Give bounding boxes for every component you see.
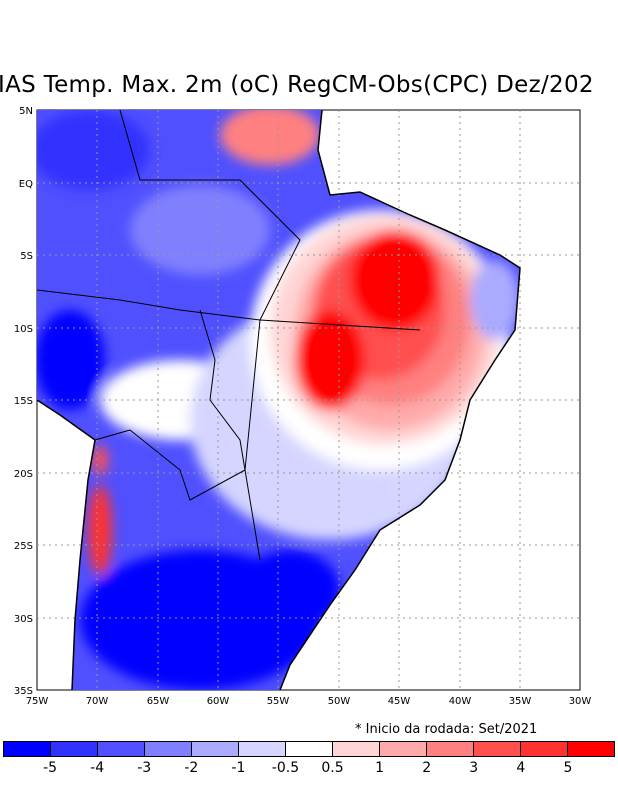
- legend-tick-label: -0.5: [271, 760, 300, 776]
- legend-swatch: [333, 742, 380, 756]
- grid-lines: [37, 110, 580, 690]
- legend-tick-label: -1: [231, 760, 246, 776]
- legend-tick-label: -2: [184, 760, 199, 776]
- legend-swatch: [521, 742, 568, 756]
- legend-swatch: [474, 742, 521, 756]
- svg-text:30S: 30S: [14, 614, 33, 625]
- legend-tick-label: 2: [422, 760, 432, 776]
- map-title: IAS Temp. Max. 2m (oC) RegCM-Obs(CPC) De…: [0, 72, 594, 98]
- legend-tick-label: 0.5: [321, 760, 344, 776]
- svg-text:30W: 30W: [569, 696, 592, 707]
- legend-swatch: [192, 742, 239, 756]
- legend-tick-label: -5: [43, 760, 58, 776]
- legend-tick-label: 4: [516, 760, 526, 776]
- legend-tick-label: 3: [469, 760, 479, 776]
- legend-tick-label: 1: [375, 760, 385, 776]
- svg-text:50W: 50W: [328, 696, 351, 707]
- legend-swatch: [427, 742, 474, 756]
- svg-text:5N: 5N: [19, 106, 33, 117]
- legend-tick-label: -3: [137, 760, 152, 776]
- legend-swatch: [98, 742, 145, 756]
- svg-text:60W: 60W: [207, 696, 230, 707]
- svg-text:EQ: EQ: [19, 179, 33, 190]
- legend-swatch: [4, 742, 51, 756]
- country-borders: [37, 110, 421, 561]
- svg-text:65W: 65W: [147, 696, 170, 707]
- svg-text:5S: 5S: [20, 251, 33, 262]
- svg-text:45W: 45W: [388, 696, 411, 707]
- svg-text:25S: 25S: [14, 541, 33, 552]
- legend-swatch: [51, 742, 98, 756]
- legend-tick-label: 5: [563, 760, 573, 776]
- run-start-note: * Inicio da rodada: Set/2021: [355, 722, 538, 737]
- svg-text:15S: 15S: [14, 396, 33, 407]
- coastline: [37, 110, 521, 690]
- legend-swatch: [568, 742, 614, 756]
- color-legend: [3, 741, 615, 757]
- lon-labels: 75W 70W 65W 60W 55W 50W 45W 40W 35W 30W: [26, 696, 592, 707]
- svg-text:70W: 70W: [86, 696, 109, 707]
- legend-tick-label: -4: [90, 760, 105, 776]
- svg-text:55W: 55W: [267, 696, 290, 707]
- legend-swatch: [239, 742, 286, 756]
- svg-text:35W: 35W: [509, 696, 532, 707]
- legend-swatch: [380, 742, 427, 756]
- svg-text:75W: 75W: [26, 696, 49, 707]
- legend-swatch: [286, 742, 333, 756]
- lat-labels: 5N EQ 5S 10S 15S 20S 25S 30S 35S: [14, 106, 33, 697]
- svg-text:40W: 40W: [449, 696, 472, 707]
- svg-text:10S: 10S: [14, 324, 33, 335]
- legend-swatch: [145, 742, 192, 756]
- svg-text:35S: 35S: [14, 686, 33, 697]
- svg-text:20S: 20S: [14, 469, 33, 480]
